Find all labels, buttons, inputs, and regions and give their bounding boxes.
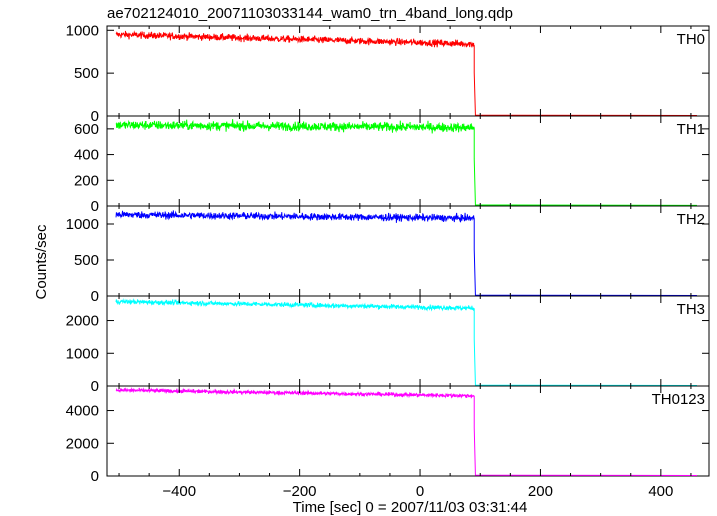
y-tick-label: 0 [91, 108, 99, 125]
y-tick-label: 1000 [66, 345, 99, 362]
series-line-th3 [115, 298, 697, 387]
panel-frame [106, 25, 710, 117]
y-tick-label: 200 [74, 172, 99, 189]
y-tick-label: 2000 [66, 435, 99, 452]
y-tick-label: 0 [91, 198, 99, 215]
y-tick-label: 500 [74, 252, 99, 269]
panel-th1: 0 200 400 600 TH1 [74, 115, 710, 215]
panel-label-th1: TH1 [677, 121, 705, 138]
x-tick-label: 200 [528, 483, 553, 500]
series-line-th0 [115, 30, 697, 116]
x-tick-label: 400 [648, 483, 673, 500]
series-line-th2 [115, 210, 697, 296]
panel-frame [106, 115, 710, 207]
panel-th2: 0 500 1000 TH2 [66, 205, 710, 305]
panel-label-th2: TH2 [677, 211, 705, 228]
y-tick-label: 4000 [66, 403, 99, 420]
panel-th3: 0 1000 2000 TH3 [66, 295, 710, 395]
x-tick-label: 0 [416, 483, 424, 500]
y-tick-label: 600 [74, 121, 99, 138]
panel-label-th0123: TH0123 [652, 391, 705, 408]
y-tick-label: 400 [74, 147, 99, 164]
series-line-th1 [115, 119, 697, 206]
y-tick-label: 0 [91, 468, 99, 485]
y-tick-label: 1000 [66, 22, 99, 39]
panel-th0: 0 500 1000 TH0 [66, 22, 710, 125]
y-tick-label: 0 [91, 378, 99, 395]
panel-label-th3: TH3 [677, 301, 705, 318]
x-tick-label: −400 [162, 483, 196, 500]
y-tick-label: 0 [91, 288, 99, 305]
x-tick-label: −200 [283, 483, 317, 500]
panel-th0123: 0 2000 4000 TH0123 [66, 385, 710, 485]
panel-frame [106, 385, 710, 477]
y-axis-label: Counts/sec [33, 224, 50, 300]
y-tick-label: 1000 [66, 216, 99, 233]
series-line-th0123 [115, 386, 697, 477]
panel-label-th0: TH0 [677, 31, 705, 48]
panel-frame [106, 295, 710, 387]
x-axis-label: Time [sec] 0 = 2007/11/03 03:31:44 [293, 499, 528, 516]
y-tick-label: 500 [74, 65, 99, 82]
y-tick-label: 2000 [66, 313, 99, 330]
chart-title: ae702124010_20071103033144_wam0_trn_4ban… [107, 5, 513, 22]
